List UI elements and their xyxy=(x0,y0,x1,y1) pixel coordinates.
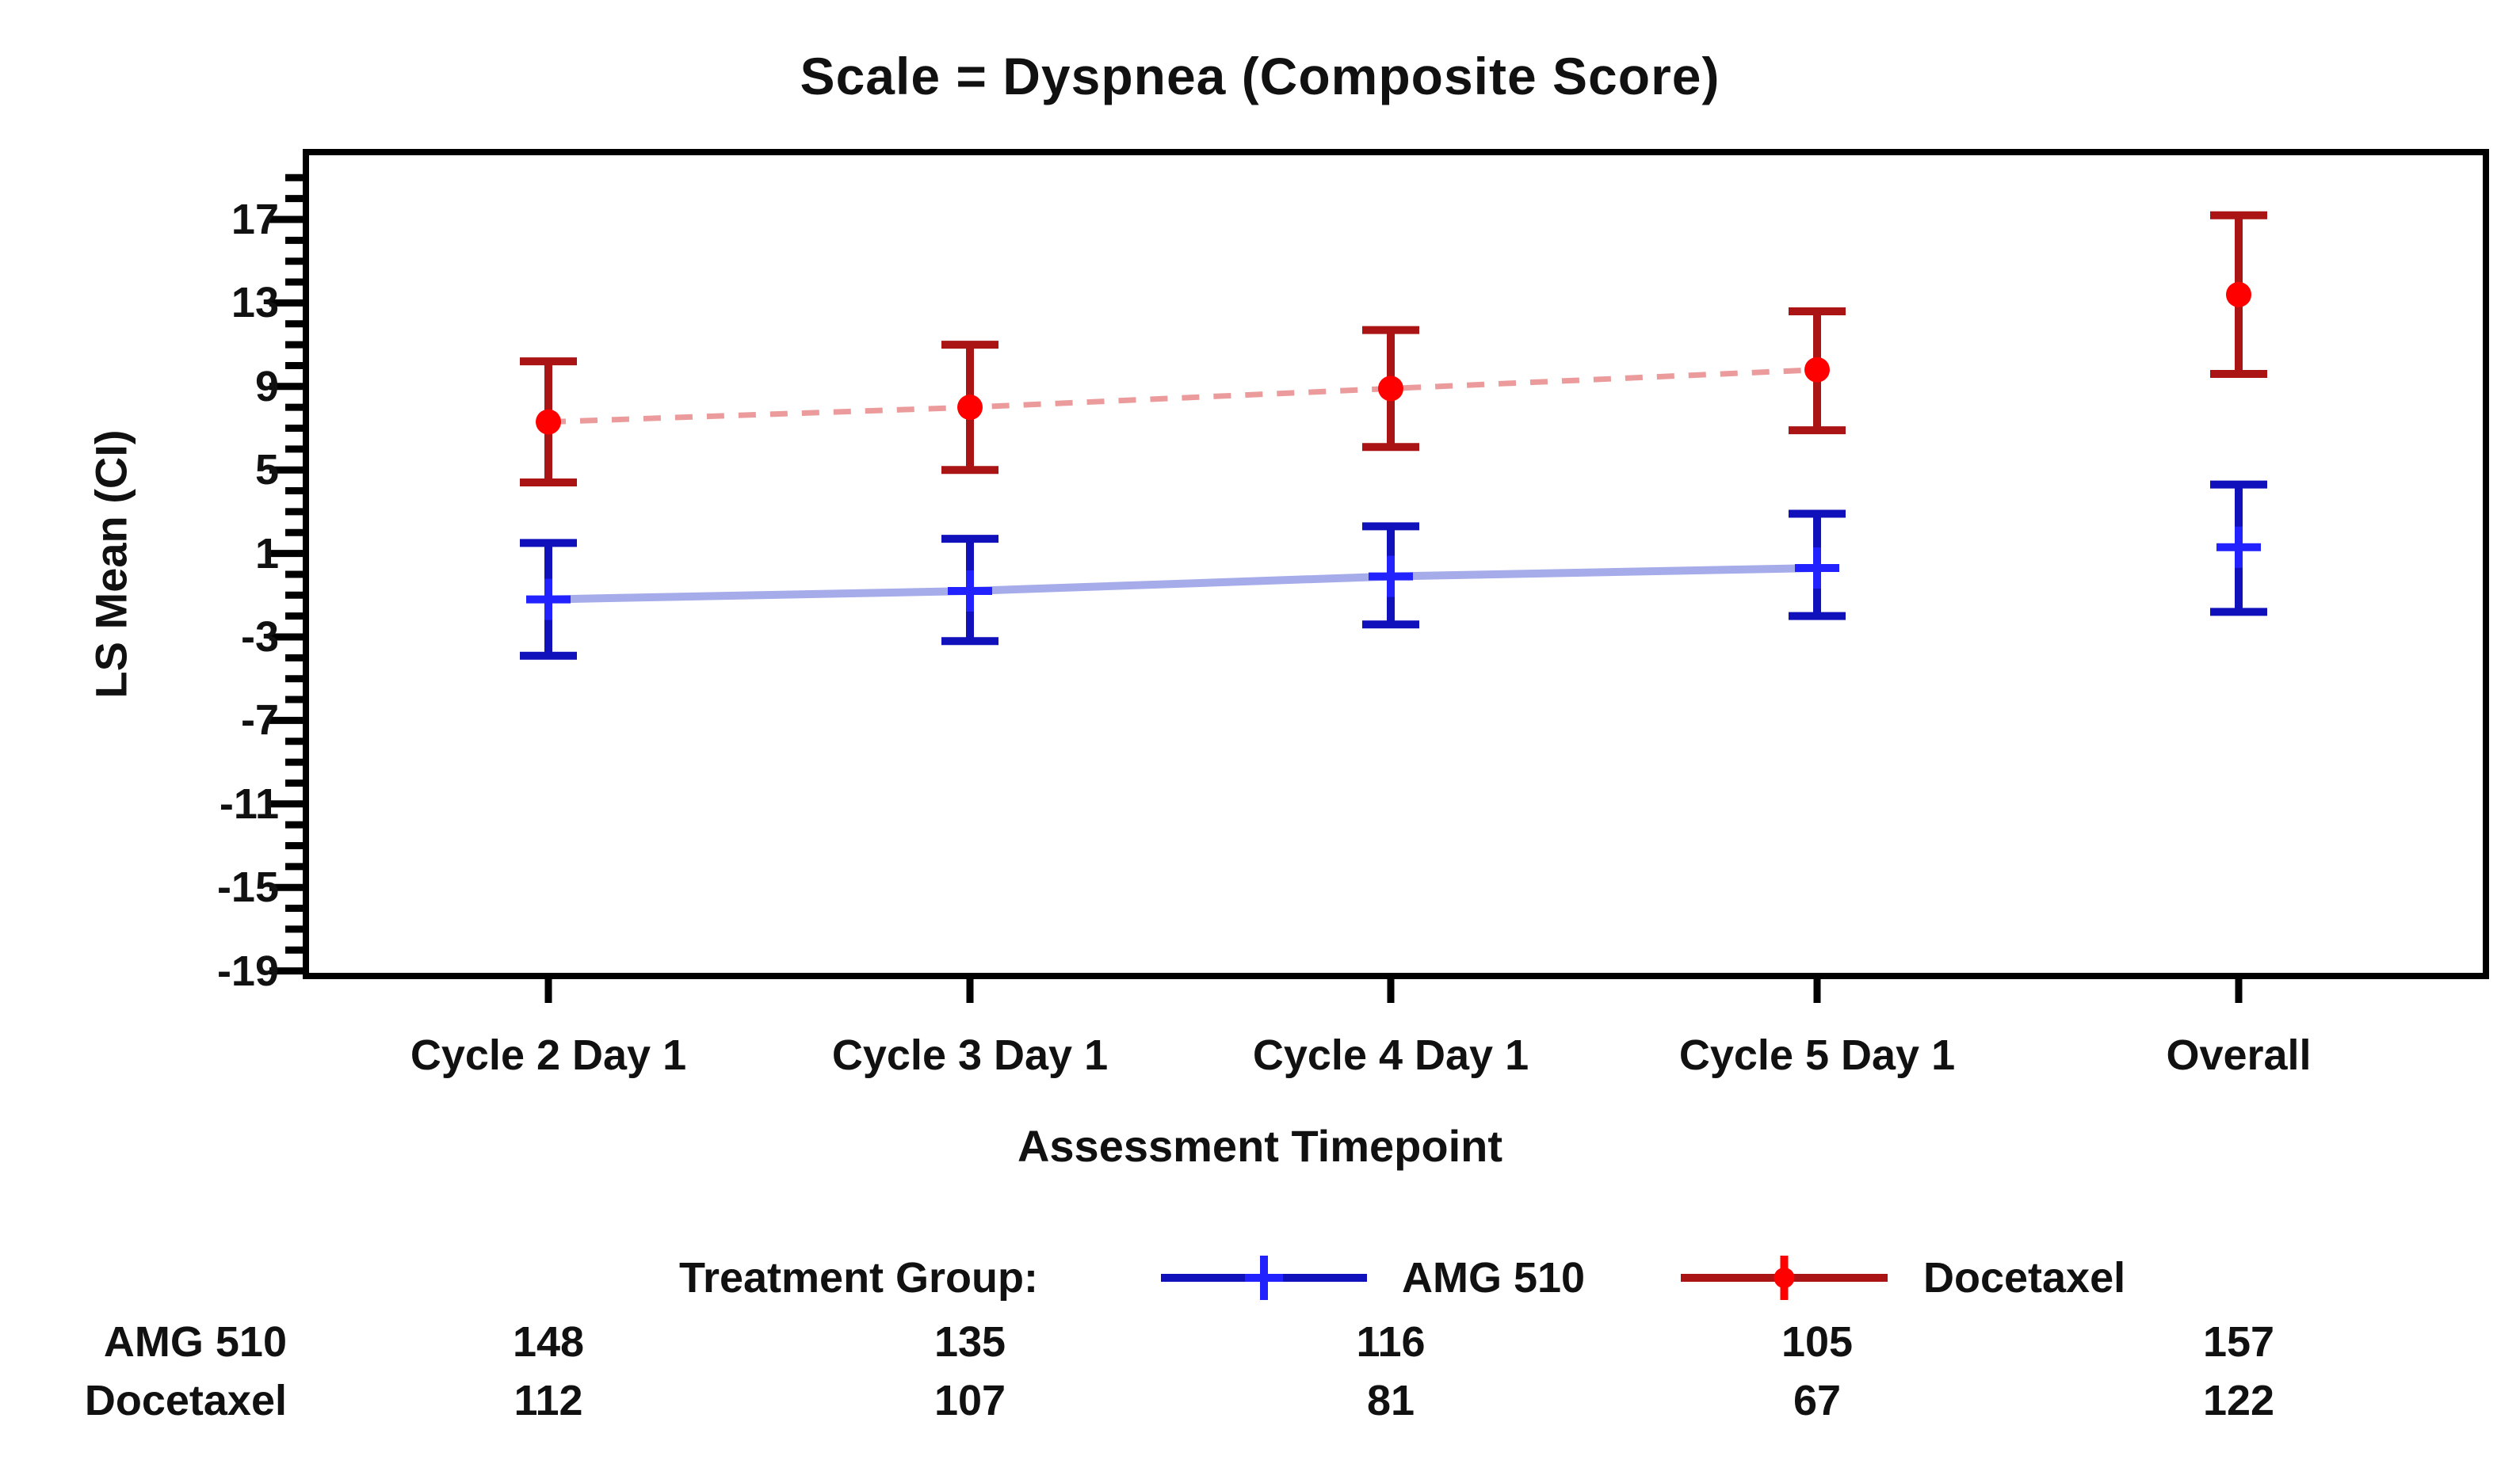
legend-marker-dot-docetaxel xyxy=(1774,1268,1795,1288)
y-tick-label: -7 xyxy=(240,696,279,745)
marker-dot-docetaxel xyxy=(1804,356,1830,383)
marker-dot-docetaxel xyxy=(536,409,561,435)
x-category-label: Cycle 2 Day 1 xyxy=(410,1031,687,1079)
x-category-label: Cycle 3 Day 1 xyxy=(831,1031,1109,1079)
y-tick-label: 5 xyxy=(254,446,279,494)
count-value: 122 xyxy=(2202,1377,2275,1424)
plot-frame xyxy=(303,149,2489,979)
y-tick-label: 9 xyxy=(254,362,279,410)
marker-dot-docetaxel xyxy=(1378,376,1403,402)
y-tick-label: -19 xyxy=(216,947,279,995)
y-tick-label: 17 xyxy=(231,196,279,243)
chart-title: Scale = Dyspnea (Composite Score) xyxy=(800,47,1720,105)
trend-line-amg-510 xyxy=(548,564,1818,604)
trend-line-docetaxel xyxy=(548,367,1818,425)
y-tick-label: -3 xyxy=(240,613,279,661)
count-row-label-docetaxel: Docetaxel xyxy=(84,1377,287,1424)
count-value: 67 xyxy=(1793,1377,1842,1424)
y-axis-title: LS Mean (CI) xyxy=(86,429,136,699)
count-row-label-amg510: AMG 510 xyxy=(103,1318,287,1366)
count-value: 112 xyxy=(514,1377,583,1424)
x-category-label: Cycle 4 Day 1 xyxy=(1252,1031,1529,1079)
legend-entry-amg510: AMG 510 xyxy=(1402,1254,1586,1302)
x-axis-title: Assessment Timepoint xyxy=(1017,1121,1503,1171)
marker-dot-docetaxel xyxy=(2226,281,2251,307)
legend-entry-docetaxel: Docetaxel xyxy=(1923,1254,2126,1302)
y-tick-label: 13 xyxy=(231,279,279,327)
x-category-label: Cycle 5 Day 1 xyxy=(1678,1031,1956,1079)
count-value: 148 xyxy=(512,1318,585,1366)
y-tick-label: -15 xyxy=(216,863,279,912)
count-value: 107 xyxy=(934,1377,1006,1424)
x-category-label: Overall xyxy=(2166,1031,2312,1079)
legend-title: Treatment Group: xyxy=(678,1254,1038,1302)
count-value: 105 xyxy=(1781,1318,1854,1366)
y-tick-label: 1 xyxy=(254,529,279,578)
count-value: 157 xyxy=(2202,1318,2275,1366)
count-value: 81 xyxy=(1366,1377,1415,1424)
count-value: 135 xyxy=(934,1318,1006,1366)
marker-dot-docetaxel xyxy=(957,395,983,421)
count-value: 116 xyxy=(1356,1318,1426,1366)
y-tick-label: -11 xyxy=(219,780,279,828)
